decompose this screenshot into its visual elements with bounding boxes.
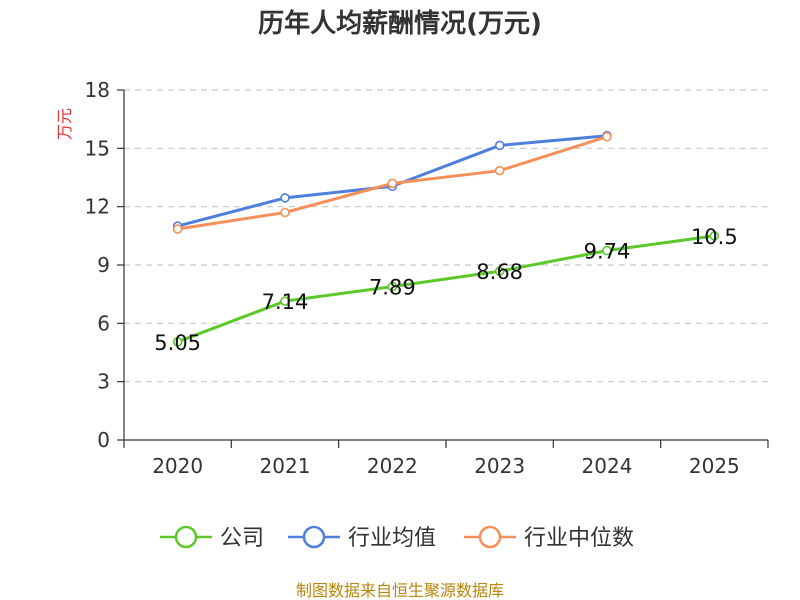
grid-lines — [124, 89, 768, 383]
series-lines — [172, 130, 720, 347]
y-tick-label-12: 12 — [85, 195, 110, 219]
legend-marker-1 — [302, 525, 326, 549]
data-point-0-1 — [280, 296, 290, 306]
x-tick-label-2021: 2021 — [260, 454, 311, 478]
data-point-0-0 — [172, 337, 183, 347]
y-tick-label-6: 6 — [97, 311, 110, 335]
axes: 0 3 6 9 12 15 18 2020 2021 2022 2023 2024 2025 — [85, 78, 769, 478]
data-point-2-1 — [280, 207, 290, 218]
data-point-0-4 — [602, 245, 612, 256]
data-point-0-3 — [494, 266, 505, 277]
data-point-2-3 — [494, 165, 505, 176]
data-label-2025: 10.5 — [691, 225, 738, 249]
data-point-2-4 — [602, 131, 612, 142]
x-tick-label-2022: 2022 — [367, 454, 418, 478]
chart-title: 历年人均薪酬情况(万元) — [258, 8, 542, 39]
x-tick-label-2025: 2025 — [689, 454, 740, 478]
legend-label-2: 行业中位数 — [524, 526, 634, 551]
y-tick-label-18: 18 — [85, 78, 110, 102]
source-note: 制图数据来自恒生聚源数据库 — [296, 581, 504, 600]
x-tick-label-2020: 2020 — [152, 454, 203, 478]
y-tick-label-0: 0 — [97, 428, 110, 452]
y-tick-label-3: 3 — [97, 370, 110, 394]
data-point-2-0 — [172, 224, 183, 234]
y-tick-label-15: 15 — [85, 136, 110, 160]
y-axis-label: 万元 — [55, 108, 74, 140]
data-label-2023: 8.68 — [476, 260, 523, 284]
legend: 公司 行业均值 行业中位数 — [160, 525, 634, 551]
data-label-2024: 9.74 — [584, 240, 631, 264]
data-label-2020: 5.05 — [154, 331, 201, 355]
series-line-0 — [177, 234, 715, 344]
data-label-2022: 7.89 — [369, 276, 416, 300]
legend-label-1: 行业均值 — [348, 526, 436, 551]
legend-marker-2 — [478, 525, 502, 549]
data-point-1-1 — [280, 193, 290, 203]
data-label-2021: 7.14 — [262, 290, 309, 314]
x-tick-label-2024: 2024 — [582, 454, 633, 478]
data-labels: 5.05 7.14 7.89 8.68 9.74 10.5 — [154, 225, 737, 355]
legend-label-0: 公司 — [220, 526, 264, 551]
data-point-2-2 — [387, 178, 398, 189]
data-point-1-3 — [494, 140, 505, 151]
legend-marker-0 — [174, 525, 198, 549]
y-tick-label-9: 9 — [97, 253, 110, 277]
data-point-0-5 — [709, 231, 720, 241]
data-point-0-2 — [387, 281, 398, 292]
x-tick-label-2023: 2023 — [474, 454, 525, 478]
